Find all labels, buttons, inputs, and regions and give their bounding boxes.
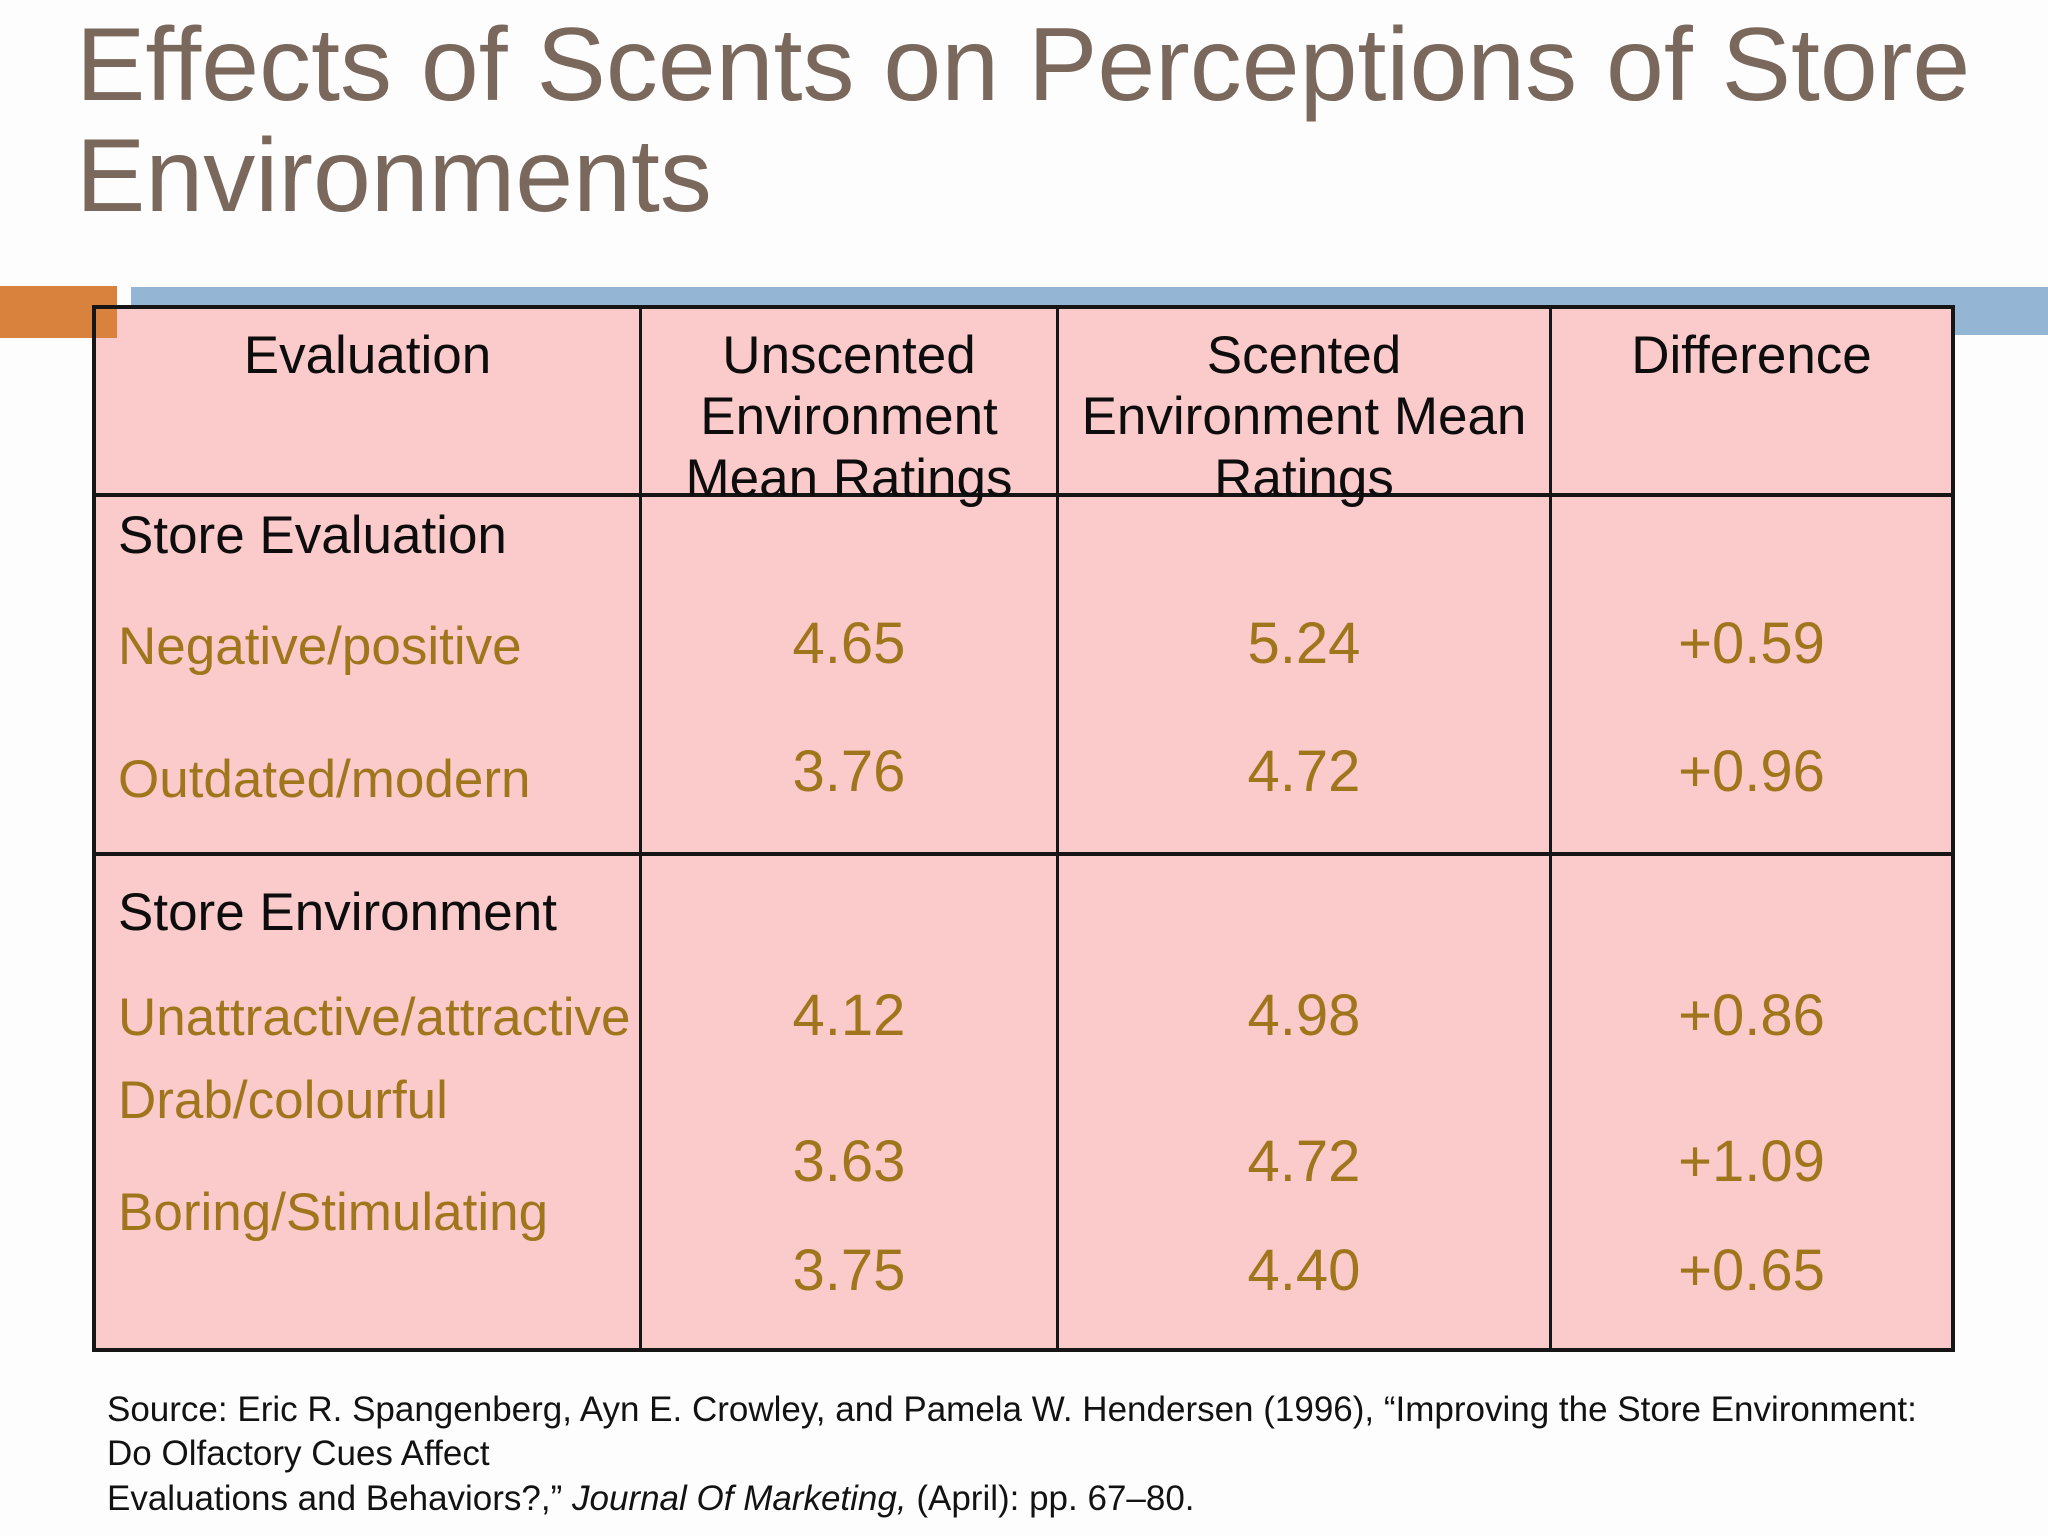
cell-difference-outdated-modern: +0.96 — [1678, 739, 1825, 804]
row-label-unattractive-attractive: Unattractive/attractive — [118, 988, 631, 1047]
slide-title: Effects of Scents on Perceptions of Stor… — [76, 7, 1971, 235]
header-unscented: Unscented Environment Mean Ratings — [642, 309, 1059, 508]
section1-difference-values: +0.59 +0.96 — [1552, 497, 1951, 852]
row-label-drab-colourful: Drab/colourful — [118, 1071, 448, 1131]
cell-unscented-boring-stimulating: 3.75 — [792, 1238, 906, 1303]
section-store-environment: Store Environment Unattractive/attractiv… — [96, 856, 1951, 1348]
source-line2-prefix: Evaluations and Behaviors?,” — [107, 1478, 572, 1518]
source-journal-name: Journal Of Marketing, — [572, 1478, 907, 1518]
section2-unscented-values: 4.12 3.63 3.75 — [642, 856, 1059, 1348]
section1-scented-values: 5.24 4.72 — [1059, 497, 1552, 852]
row-label-boring-stimulating: Boring/Stimulating — [118, 1183, 549, 1243]
row-label-outdated-modern: Outdated/modern — [118, 750, 531, 810]
ratings-table: Evaluation Unscented Environment Mean Ra… — [92, 305, 1955, 1352]
section2-labels: Store Environment Unattractive/attractiv… — [96, 856, 642, 1348]
cell-unscented-drab-colourful: 3.63 — [792, 1129, 906, 1194]
source-line1: Source: Eric R. Spangenberg, Ayn E. Crow… — [107, 1390, 1917, 1474]
section-store-evaluation: Store Evaluation Negative/positive Outda… — [96, 497, 1951, 856]
header-difference: Difference — [1631, 326, 1872, 385]
section2-scented-values: 4.98 4.72 4.40 — [1059, 856, 1552, 1348]
section2-difference-values: +0.86 +1.09 +0.65 — [1552, 856, 1951, 1348]
cell-scented-negative-positive: 5.24 — [1247, 611, 1361, 676]
cell-difference-negative-positive: +0.59 — [1678, 611, 1825, 676]
cell-scented-boring-stimulating: 4.40 — [1247, 1238, 1361, 1303]
cell-unscented-outdated-modern: 3.76 — [792, 739, 906, 804]
orange-accent-block — [0, 286, 117, 338]
cell-scented-drab-colourful: 4.72 — [1247, 1129, 1361, 1194]
section1-title: Store Evaluation — [118, 506, 507, 565]
header-scented: Scented Environment Mean Ratings — [1059, 309, 1552, 508]
section1-labels: Store Evaluation Negative/positive Outda… — [96, 497, 642, 852]
source-line2-suffix: (April): pp. 67–80. — [906, 1478, 1195, 1518]
section1-unscented-values: 4.65 3.76 — [642, 497, 1059, 852]
row-label-negative-positive: Negative/positive — [118, 617, 522, 676]
cell-scented-unattractive-attractive: 4.98 — [1247, 983, 1361, 1048]
cell-difference-boring-stimulating: +0.65 — [1678, 1238, 1825, 1303]
cell-scented-outdated-modern: 4.72 — [1247, 739, 1361, 804]
source-citation: Source: Eric R. Spangenberg, Ayn E. Crow… — [107, 1388, 1917, 1521]
cell-difference-drab-colourful: +1.09 — [1678, 1129, 1825, 1194]
section2-title: Store Environment — [118, 883, 557, 942]
table-header-row: Evaluation Unscented Environment Mean Ra… — [96, 309, 1951, 508]
header-evaluation: Evaluation — [96, 309, 642, 493]
cell-difference-unattractive-attractive: +0.86 — [1678, 983, 1825, 1048]
cell-unscented-unattractive-attractive: 4.12 — [792, 983, 906, 1048]
cell-unscented-negative-positive: 4.65 — [792, 611, 906, 676]
